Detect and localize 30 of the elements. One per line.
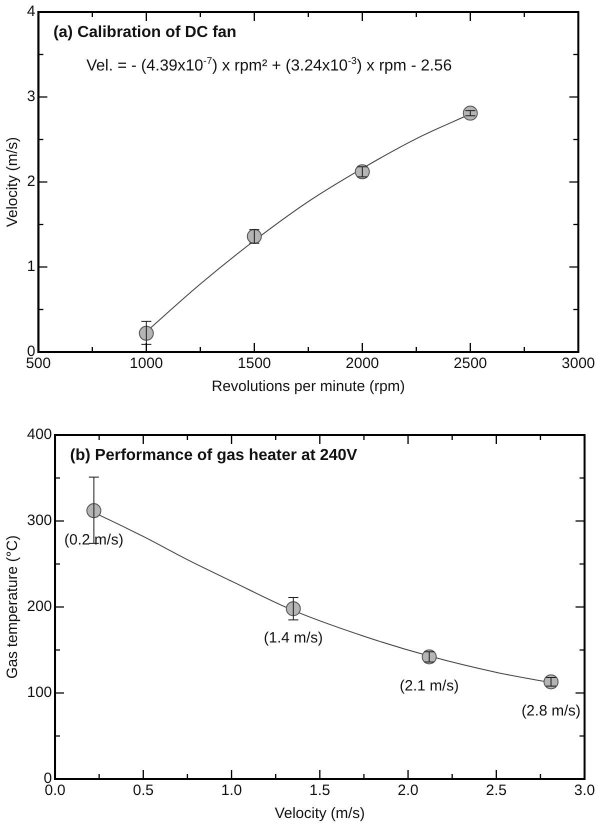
y-tick-label: 200 — [26, 598, 52, 616]
annotation: (2.1 m/s) — [400, 678, 459, 695]
x-tick-label: 0.5 — [132, 782, 154, 800]
x-tick-label: 3000 — [562, 355, 596, 372]
annotation: (1.4 m/s) — [264, 629, 323, 646]
y-axis-title: Gas temperature (°C) — [4, 535, 22, 679]
x-tick-label: 2.5 — [486, 782, 507, 800]
x-axis-title: Velocity (m/s) — [274, 805, 365, 822]
y-tick-label: 4 — [27, 3, 36, 20]
text: (a) Calibration of DC fan — [53, 24, 236, 42]
x-tick-label: 1.0 — [221, 782, 242, 800]
text: (b) Performance of gas heater at 240V — [70, 447, 358, 465]
x-tick-label: 3.0 — [574, 782, 596, 800]
y-axis-title: Velocity (m/s) — [4, 136, 22, 228]
y-tick-label: 300 — [26, 512, 52, 530]
y-tick-label: 1 — [27, 258, 36, 276]
y-tick-label: 3 — [27, 88, 36, 106]
annotation: (2.8 m/s) — [521, 702, 581, 720]
x-tick-label: 2.0 — [398, 782, 418, 800]
y-tick-label: 2 — [27, 173, 36, 190]
y-tick-label: 400 — [26, 426, 52, 444]
x-tick-label: 1.5 — [309, 782, 330, 800]
annotation: (0.2 m/s) — [64, 531, 124, 548]
annotation: Vel. = - (4.39x10$^{-7}$) x rpm² + (3.24x10$^{-3}$) x rpm - 2.56 — [86, 56, 452, 76]
x-axis-title: Revolutions per minute (rpm) — [212, 378, 406, 396]
x-tick-label: 1500 — [238, 355, 272, 372]
y-tick-label: 100 — [26, 684, 52, 702]
x-tick-label: 2500 — [454, 355, 488, 372]
x-tick-label: 1000 — [130, 355, 164, 372]
x-tick-label: 2000 — [346, 355, 380, 372]
